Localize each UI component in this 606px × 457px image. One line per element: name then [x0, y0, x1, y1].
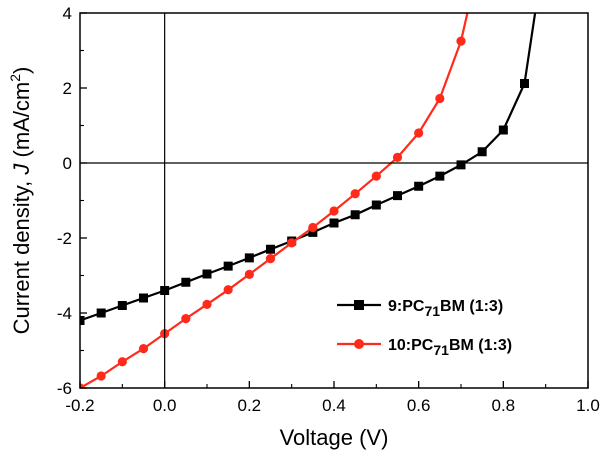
y-tick-label: -6	[57, 379, 72, 398]
x-tick-label: 0.6	[407, 396, 431, 415]
series-2-point	[181, 314, 191, 324]
series-1-point	[350, 210, 360, 220]
x-tick-label: 1.0	[576, 396, 600, 415]
legend-entry-series-10: 10:PC71BM (1:3)	[337, 337, 512, 358]
series-1-point	[80, 316, 85, 325]
series-2-point	[456, 36, 466, 46]
y-axis-title-superscript: 2	[7, 74, 23, 82]
series-2-point	[80, 383, 85, 388]
legend: 9:PC71BM (1:3) 10:PC71BM (1:3)	[337, 298, 512, 358]
series-1-point	[477, 147, 487, 157]
series-2-point	[287, 238, 297, 248]
legend-marker-series-10	[354, 339, 364, 349]
y-tick-label: 0	[63, 154, 72, 173]
series-1-point	[498, 125, 508, 135]
series-1-point	[308, 227, 318, 237]
series-1-point	[520, 79, 529, 88]
legend-label-series-9-part-1: 9:PC	[388, 298, 425, 315]
x-tick-label: 0.0	[153, 396, 177, 415]
series-2-point	[117, 357, 127, 367]
y-axis-title-symbol: J	[9, 163, 34, 176]
series-1-point	[117, 301, 127, 310]
plot-frame	[79, 12, 589, 389]
series-2-point	[202, 299, 212, 309]
legend-label-series-9-part-3: BM (1:3)	[440, 298, 503, 315]
series-2-point	[244, 269, 254, 279]
y-tick-label: 2	[63, 79, 72, 98]
legend-label-series-9-subscript: 71	[424, 303, 440, 319]
y-tick-label: -2	[57, 229, 72, 248]
x-tick-label: 0.4	[322, 396, 346, 415]
series-1-point	[435, 171, 445, 181]
series-1-point	[266, 244, 275, 254]
reference-lines	[80, 13, 588, 388]
legend-entry-series-9: 9:PC71BM (1:3)	[337, 298, 503, 319]
series-1-point	[139, 293, 148, 303]
series-2-point	[265, 254, 276, 264]
x-tick-label: 0.8	[492, 396, 516, 415]
series-1-point	[202, 269, 212, 279]
series-line-1	[80, 13, 537, 322]
series-1-point	[414, 181, 424, 191]
series-1-point	[393, 191, 402, 201]
series-1-point	[96, 308, 106, 318]
legend-marker-series-9	[354, 300, 364, 310]
axis-ticks: -0.2 0.0 0.2 0.4 0.6 0.8 1.0 -6 -4 -2 0 2 4	[57, 4, 600, 415]
y-tick-label: 4	[63, 4, 72, 23]
legend-label-series-10: 10:PC71BM (1:3)	[388, 337, 512, 358]
y-axis-title-part-5: )	[9, 67, 34, 74]
series-line-2	[80, 13, 469, 388]
y-tick-label: -4	[57, 304, 72, 323]
series-2-point	[138, 344, 149, 354]
series-2-point	[308, 222, 318, 233]
series-2-point	[392, 152, 403, 162]
legend-label-series-9: 9:PC71BM (1:3)	[388, 298, 503, 319]
series-2-point	[329, 206, 339, 216]
x-tick-label: 0.2	[238, 396, 262, 415]
y-axis-title-part-1: Current density,	[9, 175, 34, 335]
plot-area	[80, 13, 537, 388]
legend-label-series-10-part-3: BM (1:3)	[449, 337, 512, 354]
series-layer	[80, 13, 537, 388]
series-1-point	[371, 200, 381, 210]
series-2-point	[435, 93, 445, 104]
series-1-point	[181, 277, 191, 287]
series-1-point	[329, 218, 339, 228]
y-axis-title-part-3: (mA/cm	[9, 82, 34, 164]
series-1-point	[244, 253, 254, 263]
x-tick-label: -0.2	[65, 396, 94, 415]
y-axis-title: Current density, J (mA/cm2)	[7, 67, 34, 335]
series-1-point	[456, 160, 466, 170]
series-2-point	[371, 171, 381, 181]
x-axis-title: Voltage (V)	[280, 425, 389, 450]
series-2-point	[223, 285, 233, 295]
series-1-point	[223, 261, 233, 271]
legend-label-series-10-subscript: 71	[433, 342, 449, 358]
series-2-point	[350, 189, 360, 199]
legend-label-series-10-part-1: 10:PC	[388, 337, 434, 354]
series-2-point	[96, 371, 106, 381]
series-2-point	[414, 128, 424, 138]
